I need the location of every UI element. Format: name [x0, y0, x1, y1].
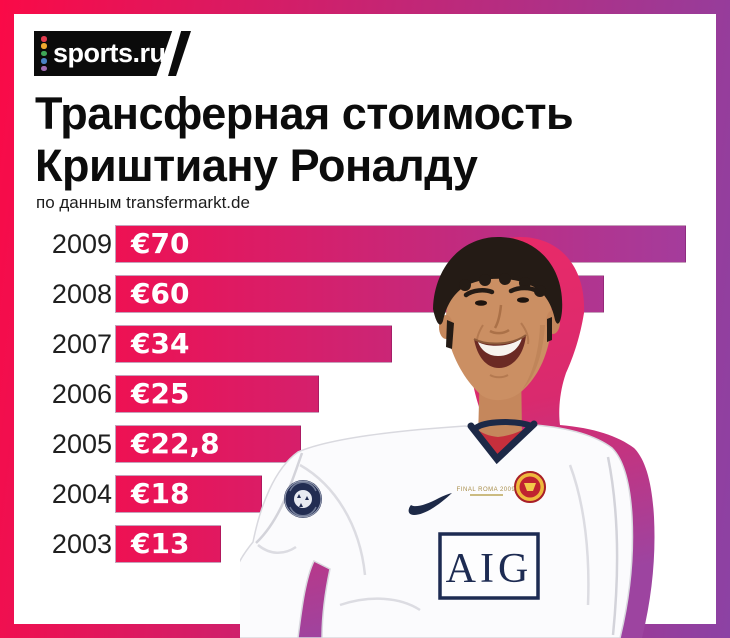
value-bar: €25	[115, 375, 319, 413]
logo-dot-purple	[41, 65, 47, 71]
jersey-body	[240, 424, 634, 638]
face	[445, 261, 553, 401]
left-eye	[475, 300, 487, 306]
chest-text: FINAL ROMA 2009	[457, 487, 516, 493]
ronaldo-photo: FINAL ROMA 2009 AIG	[240, 237, 655, 638]
value-bar: €34	[115, 325, 392, 363]
hair-curls	[446, 273, 552, 349]
year-label: 2005	[51, 429, 112, 459]
value-bar: €13	[115, 525, 221, 563]
bar-value-label: €70	[131, 227, 190, 260]
face-shading	[522, 325, 545, 390]
logo-dot-yellow	[41, 43, 47, 49]
value-bar: €22,8	[115, 425, 301, 463]
jersey-folds	[255, 452, 619, 636]
year-label: 2007	[51, 329, 112, 359]
year-label: 2009	[51, 229, 112, 259]
transfer-value-chart: 2009 €70 2008 €60 2007 €34 2006 €25 2005…	[14, 14, 716, 624]
logo-text: sports.ru	[53, 38, 166, 68]
chart-row: 2007 €34	[14, 325, 716, 363]
bar-value-label: €18	[131, 477, 190, 510]
bar-value-label: €22,8	[131, 427, 220, 460]
sports-ru-logo: sports.ru	[34, 31, 191, 76]
bar-value-label: €60	[131, 277, 190, 310]
champions-league-badge	[284, 480, 322, 518]
title-line-2: Криштиану Роналду	[35, 140, 478, 191]
collar-red-insert	[476, 427, 528, 455]
bar-value-label: €13	[131, 527, 190, 560]
nike-swoosh-icon	[408, 493, 452, 515]
logo-dots-icon	[41, 36, 47, 71]
chart-row: 2009 €70	[14, 225, 716, 263]
logo-dot-blue	[41, 58, 47, 64]
year-label: 2006	[51, 379, 112, 409]
year-label: 2003	[51, 529, 112, 559]
year-label: 2008	[51, 279, 112, 309]
page-title: Трансферная стоимость Криштиану Роналду	[35, 88, 574, 192]
chart-row: 2005 €22,8	[14, 425, 716, 463]
chart-row: 2003 €13	[14, 525, 716, 563]
hair	[433, 237, 563, 325]
bar-value-label: €25	[131, 377, 190, 410]
logo-dot-green	[41, 50, 47, 57]
content-area: sports.ru Трансферная стоимость Криштиан…	[14, 14, 716, 638]
collar-navy-v	[467, 420, 538, 465]
upper-lip	[473, 334, 527, 345]
eyebrows	[463, 285, 540, 298]
right-eye	[517, 297, 529, 303]
title-line-1: Трансферная стоимость	[35, 88, 574, 139]
chart-row: 2006 €25	[14, 375, 716, 413]
source-note: по данным transfermarkt.de	[36, 193, 250, 212]
bar-value-label: €34	[131, 327, 190, 360]
logo-background-shape	[34, 31, 173, 76]
nose	[489, 304, 510, 335]
chest-text-line2	[470, 494, 503, 496]
sponsor-text: AIG	[446, 546, 533, 592]
collar-back	[474, 419, 534, 431]
teeth	[478, 338, 522, 356]
value-bar: €18	[115, 475, 262, 513]
manchester-united-crest	[514, 471, 546, 503]
year-label: 2004	[51, 479, 112, 509]
aig-sponsor-box: AIG	[438, 532, 540, 600]
value-bar: €70	[115, 225, 686, 263]
chart-row: 2004 €18	[14, 475, 716, 513]
logo-dot-red	[41, 36, 47, 42]
